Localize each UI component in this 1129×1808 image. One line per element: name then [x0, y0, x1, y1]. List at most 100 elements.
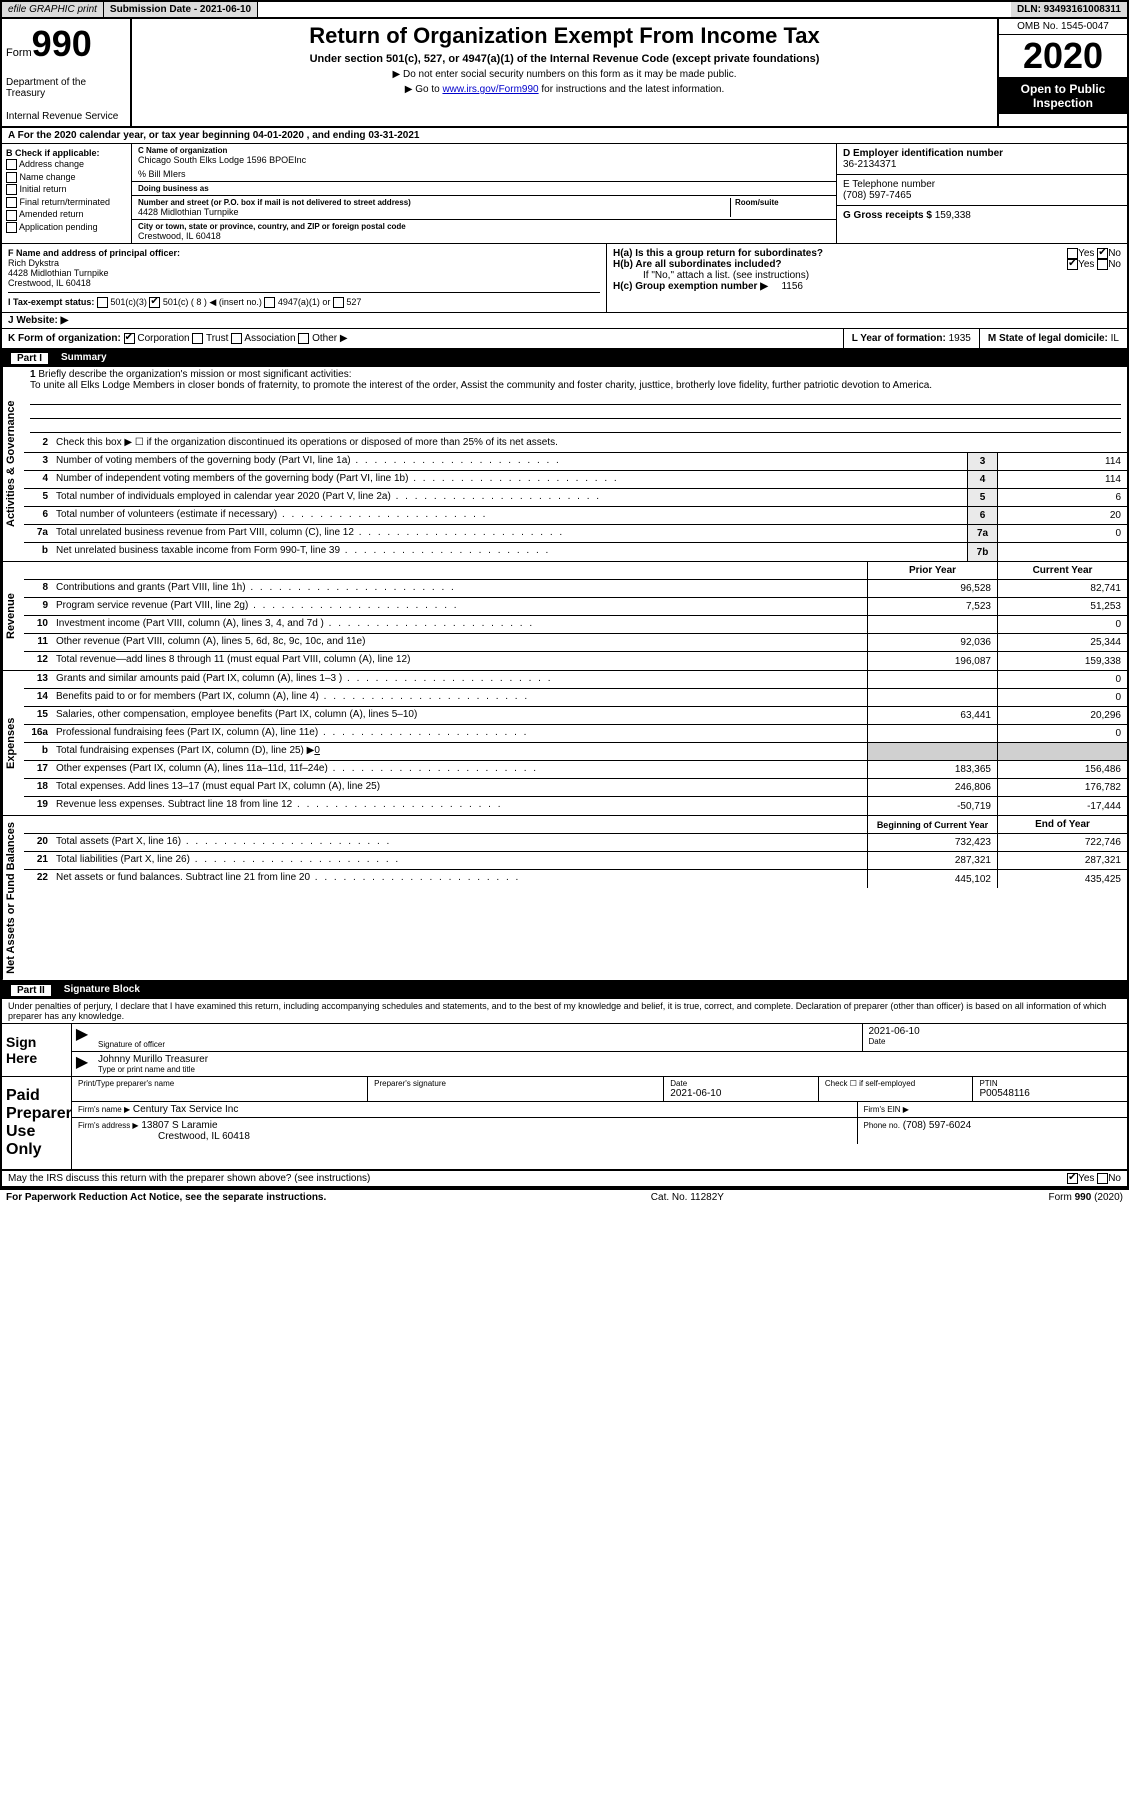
row-l: L Year of formation: 1935: [844, 329, 980, 348]
line7a-val: 0: [997, 525, 1127, 542]
line19-curr: -17,444: [997, 797, 1127, 815]
gross-receipts-value: 159,338: [935, 210, 971, 221]
mission-label: Briefly describe the organization's miss…: [38, 369, 351, 380]
tax-year: 2020: [999, 35, 1127, 78]
cb-ha-no[interactable]: [1097, 248, 1108, 259]
line19-desc: Revenue less expenses. Subtract line 18 …: [56, 799, 292, 810]
cb-527[interactable]: [333, 297, 344, 308]
line7b-val: [997, 543, 1127, 561]
paid-preparer-label: Paid Preparer Use Only: [2, 1077, 72, 1169]
cb-other[interactable]: [298, 333, 309, 344]
line12-curr: 159,338: [997, 652, 1127, 670]
line5-box: 5: [967, 489, 997, 506]
hb-label: H(b) Are all subordinates included?: [613, 259, 782, 270]
sign-date: 2021-06-10: [869, 1026, 1122, 1037]
website-label: J Website: ▶: [8, 315, 68, 326]
officer-city: Crestwood, IL 60418: [8, 278, 600, 288]
cb-discuss-yes[interactable]: [1067, 1173, 1078, 1184]
cb-hb-no[interactable]: [1097, 259, 1108, 270]
line7b-desc: Net unrelated business taxable income fr…: [56, 545, 340, 556]
treasury-dept: Department of the Treasury: [6, 77, 126, 99]
year-formation-label: L Year of formation:: [852, 333, 946, 344]
firm-addr2: Crestwood, IL 60418: [78, 1131, 250, 1142]
cb-501c3[interactable]: [97, 297, 108, 308]
firm-addr1: 13807 S Laramie: [141, 1120, 217, 1131]
open-to-public: Open to Public Inspection: [999, 78, 1127, 114]
line15-prior: 63,441: [867, 707, 997, 724]
line7a-box: 7a: [967, 525, 997, 542]
line15-desc: Salaries, other compensation, employee b…: [56, 709, 417, 720]
line6-val: 20: [997, 507, 1127, 524]
line11-desc: Other revenue (Part VIII, column (A), li…: [56, 636, 365, 647]
cb-corp[interactable]: [124, 333, 135, 344]
cb-address-change[interactable]: [6, 159, 17, 170]
form-id-block: Form990 Department of the Treasury Inter…: [2, 19, 132, 126]
line17-prior: 183,365: [867, 761, 997, 778]
line16b-shade1: [867, 743, 997, 760]
cb-amended[interactable]: [6, 210, 17, 221]
firm-ein-label: Firm's EIN ▶: [864, 1105, 909, 1114]
part2-header: Part II Signature Block: [2, 982, 1127, 999]
ein-label: D Employer identification number: [843, 148, 1121, 159]
cb-4947a1[interactable]: [264, 297, 275, 308]
type-name-label: Type or print name and title: [98, 1065, 1121, 1074]
cb-assoc[interactable]: [231, 333, 242, 344]
line18-curr: 176,782: [997, 779, 1127, 796]
box-b: B Check if applicable: Address change Na…: [2, 144, 132, 243]
dba-label: Doing business as: [138, 184, 830, 193]
form-org-label: K Form of organization:: [8, 333, 121, 344]
line16b-val: 0: [314, 745, 320, 756]
opt-final-return: Final return/terminated: [20, 197, 111, 207]
line19-prior: -50,719: [867, 797, 997, 815]
signature-declaration: Under penalties of perjury, I declare th…: [2, 999, 1127, 1023]
line4-desc: Number of independent voting members of …: [56, 473, 408, 484]
cb-final-return[interactable]: [6, 197, 17, 208]
opt-name-change: Name change: [20, 172, 76, 182]
irs-form990-link[interactable]: www.irs.gov/Form990: [442, 84, 538, 95]
topbar: efile GRAPHIC print Submission Date - 20…: [2, 2, 1127, 19]
hc-value: 1156: [781, 281, 803, 292]
line16a-desc: Professional fundraising fees (Part IX, …: [56, 727, 318, 738]
cb-501c[interactable]: [149, 297, 160, 308]
line7b-box: 7b: [967, 543, 997, 561]
prep-date: 2021-06-10: [670, 1088, 812, 1099]
line9-curr: 51,253: [997, 598, 1127, 615]
section-expenses: Expenses 13Grants and similar amounts pa…: [2, 671, 1127, 816]
line4-val: 114: [997, 471, 1127, 488]
line12-prior: 196,087: [867, 652, 997, 670]
gross-receipts-label: G Gross receipts $: [843, 210, 935, 221]
part2-num: Part II: [10, 984, 52, 997]
arrow-icon: ▶: [72, 1024, 92, 1051]
form-number: 990: [32, 23, 92, 64]
cat-no: Cat. No. 11282Y: [651, 1192, 724, 1203]
header-title-block: Return of Organization Exempt From Incom…: [132, 19, 997, 126]
line13-curr: 0: [997, 671, 1127, 688]
line8-curr: 82,741: [997, 580, 1127, 597]
line17-desc: Other expenses (Part IX, column (A), lin…: [56, 763, 328, 774]
cb-trust[interactable]: [192, 333, 203, 344]
line10-prior: [867, 616, 997, 633]
box-b-title: B Check if applicable:: [6, 148, 100, 158]
cb-discuss-no[interactable]: [1097, 1173, 1108, 1184]
cb-initial-return[interactable]: [6, 184, 17, 195]
line5-val: 6: [997, 489, 1127, 506]
501c-num: 8: [196, 297, 201, 307]
year-formation: 1935: [949, 333, 971, 344]
cb-name-change[interactable]: [6, 172, 17, 183]
cb-app-pending[interactable]: [6, 222, 17, 233]
ptin-value: P00548116: [979, 1088, 1121, 1099]
city-state-zip: Crestwood, IL 60418: [138, 231, 830, 241]
officer-name-title: Johnny Murillo Treasurer: [98, 1054, 1121, 1065]
opt-app-pending: Application pending: [19, 222, 98, 232]
paperwork-notice: For Paperwork Reduction Act Notice, see …: [6, 1192, 326, 1203]
section-revenue: Revenue Prior YearCurrent Year 8Contribu…: [2, 562, 1127, 671]
irs-label: Internal Revenue Service: [6, 111, 126, 122]
link-pre: ▶ Go to: [405, 84, 443, 95]
insert-no: ◀ (insert no.): [209, 297, 261, 307]
cb-hb-yes[interactable]: [1067, 259, 1078, 270]
domicile-label: M State of legal domicile:: [988, 333, 1108, 344]
sig-officer-label: Signature of officer: [98, 1040, 856, 1049]
line6-desc: Total number of volunteers (estimate if …: [56, 509, 277, 520]
vtab-revenue: Revenue: [2, 562, 24, 670]
officer-street: 4428 Midlothian Turnpike: [8, 268, 600, 278]
